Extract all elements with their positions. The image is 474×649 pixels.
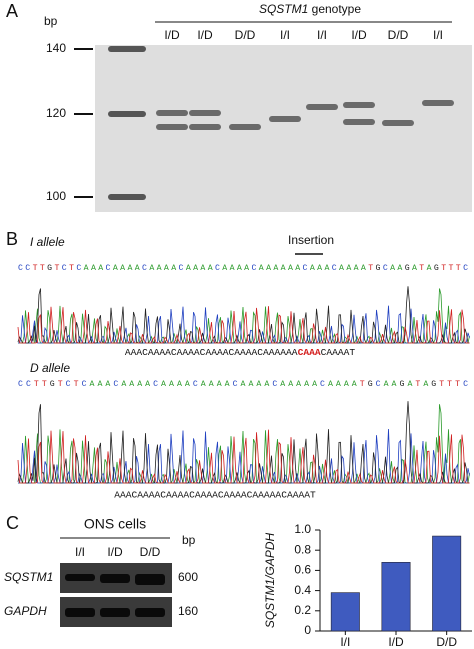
title-rest: genotype: [308, 2, 361, 16]
lane-label: I/D: [107, 545, 123, 559]
blot: [60, 563, 172, 627]
lane-label: I/I: [280, 28, 290, 42]
ladder-label: 100: [46, 189, 66, 203]
gel-title: SQSTM1 genotype: [259, 2, 361, 16]
ladder-label: 120: [46, 106, 66, 120]
band: [156, 110, 188, 116]
trace: [17, 306, 470, 344]
lane-label: I/D: [164, 28, 180, 42]
panel-label: C: [6, 513, 19, 533]
lane-label: D/D: [235, 28, 256, 42]
gel-bands: [108, 46, 454, 200]
x-tick-label: I/I: [340, 635, 350, 649]
band: [343, 119, 375, 125]
band: [135, 608, 165, 617]
lane-label: I/D: [351, 28, 367, 42]
size-label: 160: [178, 604, 198, 618]
blot-header: ONS cells: [84, 516, 146, 532]
read-sequence: AAACAAAACAAAACAAAACAAAACAAAAAACAAACAAAAT: [125, 347, 356, 358]
gene-label: SQSTM1: [4, 570, 53, 584]
band: [100, 574, 130, 583]
y-tick-label: 0.2: [294, 603, 311, 617]
band: [189, 110, 221, 116]
ladder-band: [108, 194, 146, 200]
bp-label: bp: [44, 14, 58, 28]
y-tick-label: 1.0: [294, 522, 311, 536]
band: [100, 608, 130, 617]
band: [343, 102, 375, 108]
bar: [330, 592, 360, 632]
ladder-band: [108, 46, 146, 52]
bar-chart: 0 0.2 0.4 0.6 0.8 1.0 SQSTM1/GAPDH I/I I/D D/D: [263, 522, 472, 649]
panel-label: A: [6, 1, 18, 21]
y-tick-label: 0.6: [294, 563, 311, 577]
y-tick-label: 0.4: [294, 583, 311, 597]
band: [382, 120, 414, 126]
gene-name: SQSTM1: [259, 2, 308, 16]
band: [135, 574, 165, 585]
insertion-label: Insertion: [288, 233, 334, 247]
read-part: AAACAAAACAAAACAAAACAAAACAAAAAA: [125, 347, 298, 358]
trace: [17, 429, 470, 484]
gene-label: GAPDH: [4, 604, 47, 618]
y-tick-label: 0.8: [294, 542, 311, 556]
band: [156, 124, 188, 130]
lane-label: D/D: [388, 28, 409, 42]
ladder-band: [108, 111, 146, 117]
lane-label: I/I: [433, 28, 443, 42]
y-tick-label: 0: [304, 623, 311, 637]
lane-label: I/I: [317, 28, 327, 42]
lane-label: I/D: [197, 28, 213, 42]
size-label: 600: [178, 570, 198, 584]
read-sequence: AAACAAAACAAAACAAAACAAAACAAAAACAAAAT: [114, 490, 316, 501]
insertion-sequence: CAAA: [298, 347, 321, 358]
bp-label: bp: [182, 533, 196, 547]
band: [189, 124, 221, 130]
band: [422, 100, 454, 106]
read-part: CAAAAT: [321, 347, 356, 358]
allele-label: I allele: [30, 235, 65, 249]
x-tick-label: D/D: [436, 635, 457, 649]
bar: [381, 562, 411, 632]
band: [306, 104, 338, 110]
band: [65, 608, 95, 617]
chromatogram: [17, 401, 470, 484]
panel-label: B: [6, 229, 18, 249]
bar: [432, 535, 462, 632]
band: [65, 574, 95, 581]
y-axis-label: SQSTM1/GAPDH: [263, 532, 277, 628]
band: [229, 124, 261, 130]
ladder-label: 140: [46, 41, 66, 55]
chromatogram: [17, 286, 470, 344]
x-tick-label: I/D: [388, 635, 404, 649]
band: [269, 116, 301, 122]
allele-label: D allele: [30, 361, 70, 375]
lane-label: I/I: [75, 545, 85, 559]
lane-label: D/D: [140, 545, 161, 559]
gel-image: [95, 45, 472, 212]
